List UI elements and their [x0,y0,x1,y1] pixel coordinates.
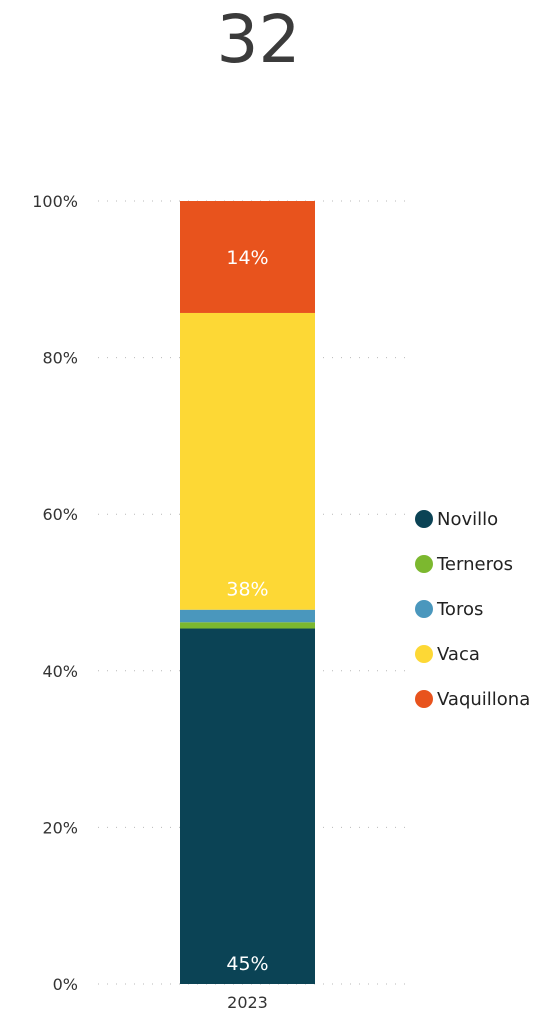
legend-swatch [415,645,433,663]
legend-item-toros[interactable]: Toros [415,599,483,620]
y-tick-label: 100% [32,192,78,211]
bar-segment-vaca[interactable] [180,312,315,610]
legend-swatch [415,690,433,708]
y-axis: 0% 20% 40% 60% 80% 100% [32,192,78,994]
legend-label: Vaca [437,644,480,665]
legend-label: Vaquillona [437,689,530,710]
data-label-vaca: 38% [226,579,268,601]
legend-label: Toros [436,599,483,620]
bar-segment-vaquillona[interactable] [180,201,315,313]
bar-segment-toros[interactable] [180,609,315,623]
y-tick-label: 20% [42,818,78,837]
legend-swatch [415,510,433,528]
bar-segment-terneros[interactable] [180,622,315,629]
legend-item-vaquillona[interactable]: Vaquillona [415,689,530,710]
legend-item-terneros[interactable]: Terneros [415,554,513,575]
legend: Novillo Terneros Toros Vaca Vaquillona [415,509,530,710]
bar-segment-novillo[interactable] [180,628,315,984]
legend-label: Novillo [437,509,498,530]
legend-swatch [415,600,433,618]
legend-label: Terneros [436,554,513,575]
y-tick-label: 80% [42,349,78,368]
y-tick-label: 0% [53,975,78,994]
x-tick-label: 2023 [227,993,268,1012]
gridlines [98,200,412,985]
legend-item-novillo[interactable]: Novillo [415,509,498,530]
segment-labels: 45% 38% 14% [226,247,268,975]
kpi-value: 32 [216,1,301,78]
legend-item-vaca[interactable]: Vaca [415,644,480,665]
x-axis: 2023 [227,993,268,1012]
legend-swatch [415,555,433,573]
data-label-vaquillona: 14% [226,247,268,269]
data-label-novillo: 45% [226,953,268,975]
bars [180,201,315,984]
y-tick-label: 60% [42,505,78,524]
y-tick-label: 40% [42,662,78,681]
